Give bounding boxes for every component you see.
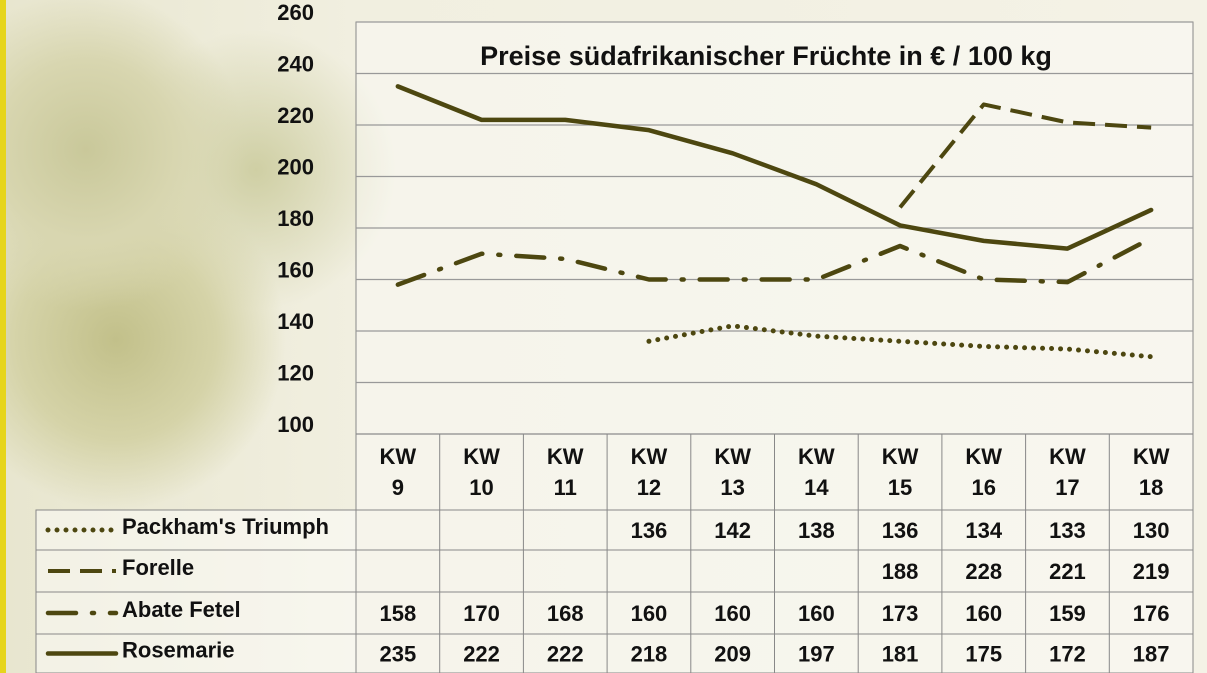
table-value: 197 — [798, 641, 835, 666]
table-value: 138 — [798, 518, 835, 543]
table-value: 209 — [714, 641, 751, 666]
table-value: 136 — [882, 518, 919, 543]
table-value: 173 — [882, 601, 919, 626]
y-tick-label: 220 — [277, 103, 314, 128]
x-tick-label: KW 15 — [875, 441, 925, 503]
y-tick-label: 240 — [277, 51, 314, 76]
x-tick-label: KW 12 — [624, 441, 674, 503]
y-tick-label: 160 — [277, 257, 314, 282]
x-tick-label: KW 14 — [791, 441, 841, 503]
table-value: 130 — [1133, 518, 1170, 543]
table-value: 142 — [714, 518, 751, 543]
table-value: 170 — [463, 601, 500, 626]
table-value: 187 — [1133, 641, 1170, 666]
table-value: 176 — [1133, 601, 1170, 626]
table-value: 160 — [798, 601, 835, 626]
table-value: 158 — [379, 601, 416, 626]
table-value: 172 — [1049, 641, 1086, 666]
x-tick-label: KW 9 — [373, 441, 423, 503]
chart-title: Preise südafrikanischer Früchte in € / 1… — [480, 41, 1052, 71]
table-value: 221 — [1049, 559, 1086, 584]
page: Preise südafrikanischer Früchte in € / 1… — [0, 0, 1207, 673]
legend-label: Packham's Triumph — [122, 514, 329, 539]
table-value: 188 — [882, 559, 919, 584]
table-value: 159 — [1049, 601, 1086, 626]
table-value: 134 — [965, 518, 1002, 543]
x-tick-label: KW 11 — [540, 441, 590, 503]
table-value: 168 — [547, 601, 584, 626]
table-value: 218 — [631, 641, 668, 666]
table-value: 175 — [965, 641, 1002, 666]
y-tick-label: 200 — [277, 154, 314, 179]
y-tick-label: 100 — [277, 412, 314, 437]
table-value: 228 — [965, 559, 1002, 584]
x-tick-label: KW 18 — [1126, 441, 1176, 503]
y-tick-label: 140 — [277, 309, 314, 334]
legend-label: Abate Fetel — [122, 597, 241, 622]
table-value: 160 — [714, 601, 751, 626]
table-value: 219 — [1133, 559, 1170, 584]
table-value: 222 — [547, 641, 584, 666]
y-tick-label: 180 — [277, 206, 314, 231]
y-tick-label: 260 — [277, 0, 314, 25]
table-value: 160 — [965, 601, 1002, 626]
x-tick-label: KW 10 — [457, 441, 507, 503]
x-tick-label: KW 16 — [959, 441, 1009, 503]
x-tick-label: KW 13 — [708, 441, 758, 503]
legend-label: Rosemarie — [122, 637, 235, 662]
chart: Preise südafrikanischer Früchte in € / 1… — [6, 0, 1207, 673]
table-value: 235 — [379, 641, 416, 666]
table-value: 133 — [1049, 518, 1086, 543]
table-value: 181 — [882, 641, 919, 666]
y-tick-label: 120 — [277, 360, 314, 385]
table-value: 160 — [631, 601, 668, 626]
table-value: 136 — [631, 518, 668, 543]
table-value: 222 — [463, 641, 500, 666]
legend-label: Forelle — [122, 555, 194, 580]
x-tick-label: KW 17 — [1042, 441, 1092, 503]
